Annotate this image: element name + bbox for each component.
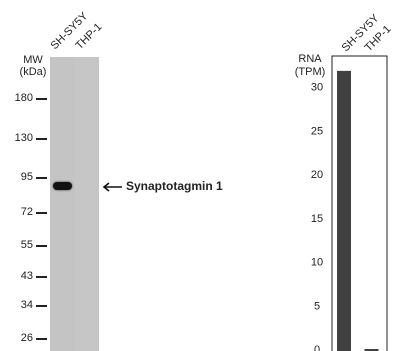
rna-title-line2: (TPM)	[294, 66, 326, 78]
mw-label-180: 180	[14, 92, 33, 104]
rna-ytick-label-0: 0	[314, 344, 320, 351]
mw-label-26: 26	[20, 332, 33, 344]
rna-axis-title: RNA (TPM)	[290, 53, 330, 79]
western-blot-panel: SH-SY5Y THP-1 MW (kDa) 180 130 95 72 55 43 34 2…	[14, 10, 223, 351]
blot-band-sh-sy5y	[53, 182, 72, 190]
mw-label-130: 130	[14, 132, 33, 145]
mw-tick-26	[36, 338, 47, 340]
rna-bar-sh-sy5y	[337, 70, 351, 351]
blot-lane-thp-1	[75, 57, 99, 351]
left-arrow-icon	[102, 182, 122, 192]
rna-ytick-label-20: 20	[311, 169, 323, 181]
rna-ytick-label-10: 10	[311, 257, 323, 269]
mw-label-43: 43	[20, 269, 33, 282]
rna-title-line1: RNA	[298, 53, 322, 65]
mw-tick-130	[36, 138, 47, 141]
mw-label-34: 34	[20, 298, 33, 311]
mw-tick-55	[36, 245, 47, 248]
mw-tick-34	[36, 304, 47, 307]
mw-title-line1: MW	[23, 54, 43, 66]
rna-ytick-label-15: 15	[311, 213, 323, 225]
mw-label-72: 72	[20, 205, 33, 218]
rna-ytick-label-25: 25	[311, 125, 323, 137]
rna-ytick-label-30: 30	[311, 82, 323, 94]
mw-tick-43	[36, 275, 47, 278]
mw-title-line2: (kDa)	[19, 66, 47, 78]
mw-axis-title: MW (kDa)	[16, 54, 50, 78]
target-arrow	[102, 180, 122, 192]
rna-chart-panel: RNA (TPM) 0 5 10 15 20 25 30 SH-SY5Y THP-1	[290, 0, 393, 351]
mw-label-55: 55	[20, 239, 33, 252]
target-protein-label: Synaptotagmin 1	[126, 179, 223, 193]
rna-ytick-label-5: 5	[314, 300, 320, 312]
mw-tick-95	[36, 177, 47, 180]
mw-label-95: 95	[20, 171, 33, 184]
mw-tick-72	[36, 211, 47, 214]
rna-plot-frame	[331, 55, 388, 351]
rna-bar-thp-1	[364, 349, 379, 351]
mw-tick-180	[36, 98, 47, 100]
